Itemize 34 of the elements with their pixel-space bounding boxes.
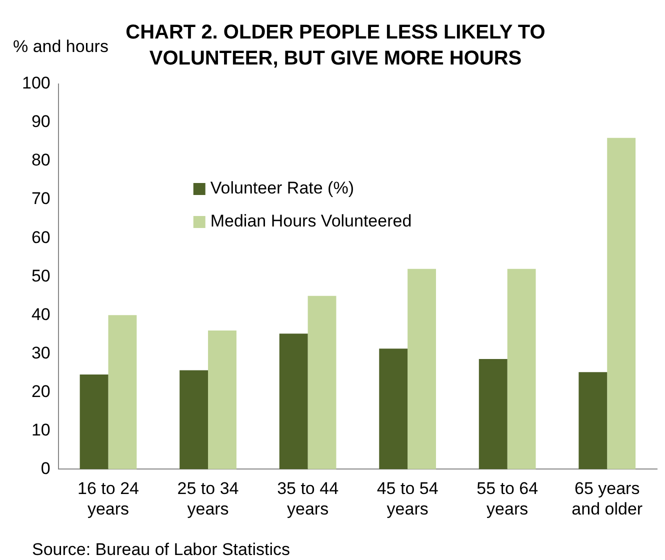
y-tick-label: 90 (31, 112, 50, 132)
y-tick-label: 20 (31, 382, 50, 401)
legend-label: Volunteer Rate (%) (210, 178, 354, 198)
x-tick-label: 25 to 34 years (177, 479, 239, 518)
y-tick-label: 70 (31, 189, 50, 208)
bar (578, 372, 608, 470)
bar (478, 359, 508, 470)
bar (108, 315, 137, 470)
x-tick-label: 55 to 64 years (476, 479, 538, 518)
x-tick-label: 45 to 54 years (376, 479, 438, 518)
y-tick-label: 80 (31, 150, 50, 170)
bar (208, 330, 236, 470)
y-tick-label: 10 (31, 420, 50, 440)
bar (180, 370, 208, 470)
bar (607, 138, 636, 470)
source-note: Source: Bureau of Labor Statistics (32, 540, 290, 559)
y-tick-label: 60 (31, 228, 50, 247)
y-tick-label: 40 (31, 304, 50, 324)
bar (507, 268, 536, 470)
y-tick-label: 0 (40, 458, 50, 478)
x-tick-label: 16 to 24 years (78, 479, 139, 518)
bar (80, 374, 108, 470)
bar (308, 296, 336, 470)
y-axis-title: % and hours (13, 37, 108, 56)
chart-title: CHART 2. OLDER PEOPLE LESS LIKELY TO VOLUNTEER, BUT GIVE MORE HOURS (126, 22, 546, 70)
x-tick-label: 35 to 44 years (277, 479, 339, 518)
y-tick-label: 100 (22, 74, 50, 93)
y-tick-label: 30 (31, 343, 50, 362)
y-tick-label: 50 (31, 266, 50, 286)
bar (379, 348, 408, 470)
bar (408, 268, 436, 470)
x-tick-label: 65 years and older (572, 479, 643, 518)
bar (279, 334, 308, 470)
legend-label: Median Hours Volunteered (210, 212, 412, 231)
